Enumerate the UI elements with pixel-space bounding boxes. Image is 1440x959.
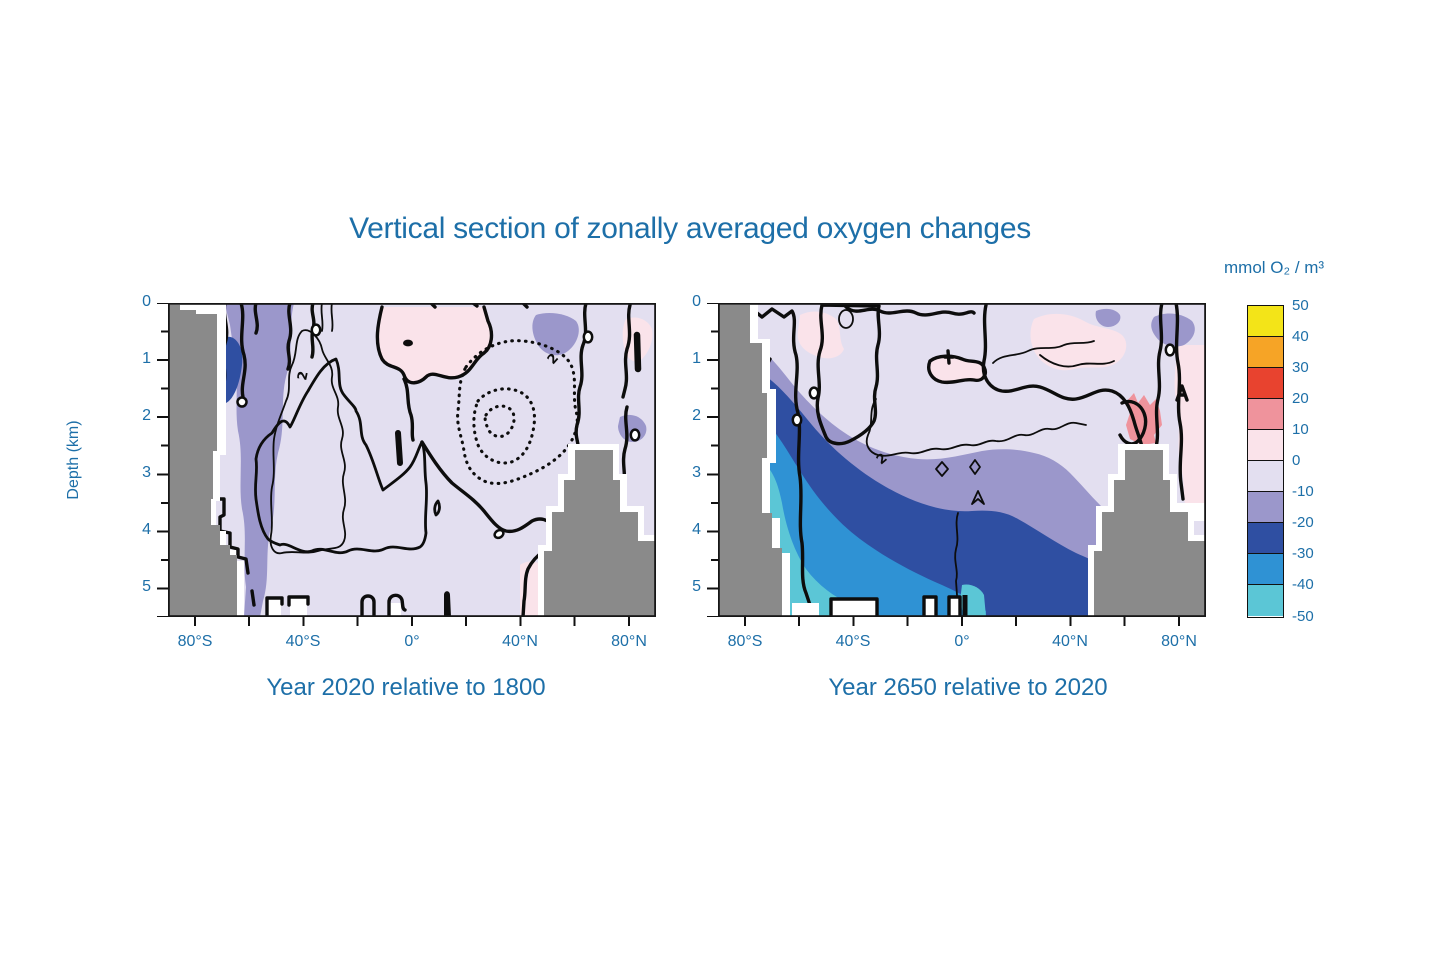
- contour-label-2a: 2: [295, 370, 312, 382]
- colorbar-tick-label: -10: [1292, 483, 1314, 500]
- x-tick-label: 80°N: [611, 633, 647, 650]
- x-tick-label: 0°: [404, 633, 420, 650]
- y-tick-label: 0: [692, 293, 701, 310]
- y-tick-label: 2: [142, 407, 151, 424]
- y-tick-label: 5: [142, 578, 151, 595]
- colorbar-cell: [1248, 430, 1283, 461]
- panel-2020-vs-1800: 2 2 0 1 2 3 4 5 80°S 40°S 0° 40°N 80°N: [142, 293, 656, 650]
- x-tick-label: 40°S: [285, 633, 321, 650]
- land-mask: [168, 303, 656, 617]
- bathymetry-notches: [792, 595, 968, 617]
- y-tick-label: 4: [142, 521, 151, 538]
- figure-title: Vertical section of zonally averaged oxy…: [349, 212, 1031, 245]
- colorbar-tick-label: 50: [1292, 297, 1309, 314]
- colorbar-title: mmol O₂ / m³: [1224, 258, 1325, 277]
- colorbar-cell: [1248, 337, 1283, 368]
- y-tick-label: 3: [692, 464, 701, 481]
- colorbar-cell: [1248, 492, 1283, 523]
- colorbar-tick-label: -20: [1292, 514, 1314, 531]
- contour-lines: [750, 303, 1189, 607]
- x-tick-label: 80°N: [1161, 633, 1197, 650]
- colorbar-cell: [1248, 523, 1283, 554]
- x-tick-label: 80°S: [727, 633, 763, 650]
- y-tick-label: 4: [692, 521, 701, 538]
- y-tick-label: 3: [142, 464, 151, 481]
- caption-right: Year 2650 relative to 2020: [828, 674, 1108, 701]
- left-panel-plot: 2 2: [168, 303, 656, 617]
- x-axis-ticks: [168, 617, 656, 626]
- y-tick-label: 1: [142, 350, 151, 367]
- colorbar-tick-label: -40: [1292, 576, 1314, 593]
- colorbar-tick-label: 0: [1292, 452, 1301, 469]
- colorbar-tick-label: 20: [1292, 390, 1309, 407]
- y-axis-minor-ticks: [161, 303, 168, 617]
- colorbar-tick-label: 30: [1292, 359, 1309, 376]
- bathymetry-notches: [265, 591, 451, 617]
- panel-2650-vs-2020: 2 0 1 2 3 4 5 80°S 40°S 0° 40°N 80°N: [692, 293, 1206, 650]
- y-tick-label: 5: [692, 578, 701, 595]
- caption-left: Year 2020 relative to 1800: [266, 674, 546, 701]
- y-axis-title: Depth (km): [65, 420, 82, 500]
- land-mask: [718, 303, 1206, 617]
- y-tick-label: 1: [692, 350, 701, 367]
- x-axis-ticks: [718, 617, 1206, 626]
- colorbar-tick-label: 40: [1292, 328, 1309, 345]
- colorbar-tick-label: 10: [1292, 421, 1309, 438]
- x-tick-label: 40°N: [502, 633, 538, 650]
- colorbar-cell: [1248, 461, 1283, 492]
- panel-frame: [718, 303, 1206, 617]
- colorbar-tick-label: -30: [1292, 545, 1314, 562]
- colorbar-cell: [1248, 368, 1283, 399]
- x-tick-label: 0°: [954, 633, 970, 650]
- y-tick-label: 0: [142, 293, 151, 310]
- y-tick-label: 2: [692, 407, 701, 424]
- colorbar-tick-label: -50: [1292, 608, 1314, 625]
- colorbar-cell: [1248, 306, 1283, 337]
- y-axis-minor-ticks: [711, 303, 718, 617]
- x-tick-label: 80°S: [177, 633, 213, 650]
- y-axis-title-wrap: Depth (km): [64, 303, 84, 617]
- colorbar-cell: [1248, 585, 1283, 616]
- x-tick-label: 40°N: [1052, 633, 1088, 650]
- panel-frame: [168, 303, 656, 617]
- colorbar: [1247, 305, 1284, 618]
- x-tick-label: 40°S: [835, 633, 871, 650]
- right-panel-plot: 2: [718, 303, 1206, 617]
- colorbar-cell: [1248, 554, 1283, 585]
- colorbar-cell: [1248, 399, 1283, 430]
